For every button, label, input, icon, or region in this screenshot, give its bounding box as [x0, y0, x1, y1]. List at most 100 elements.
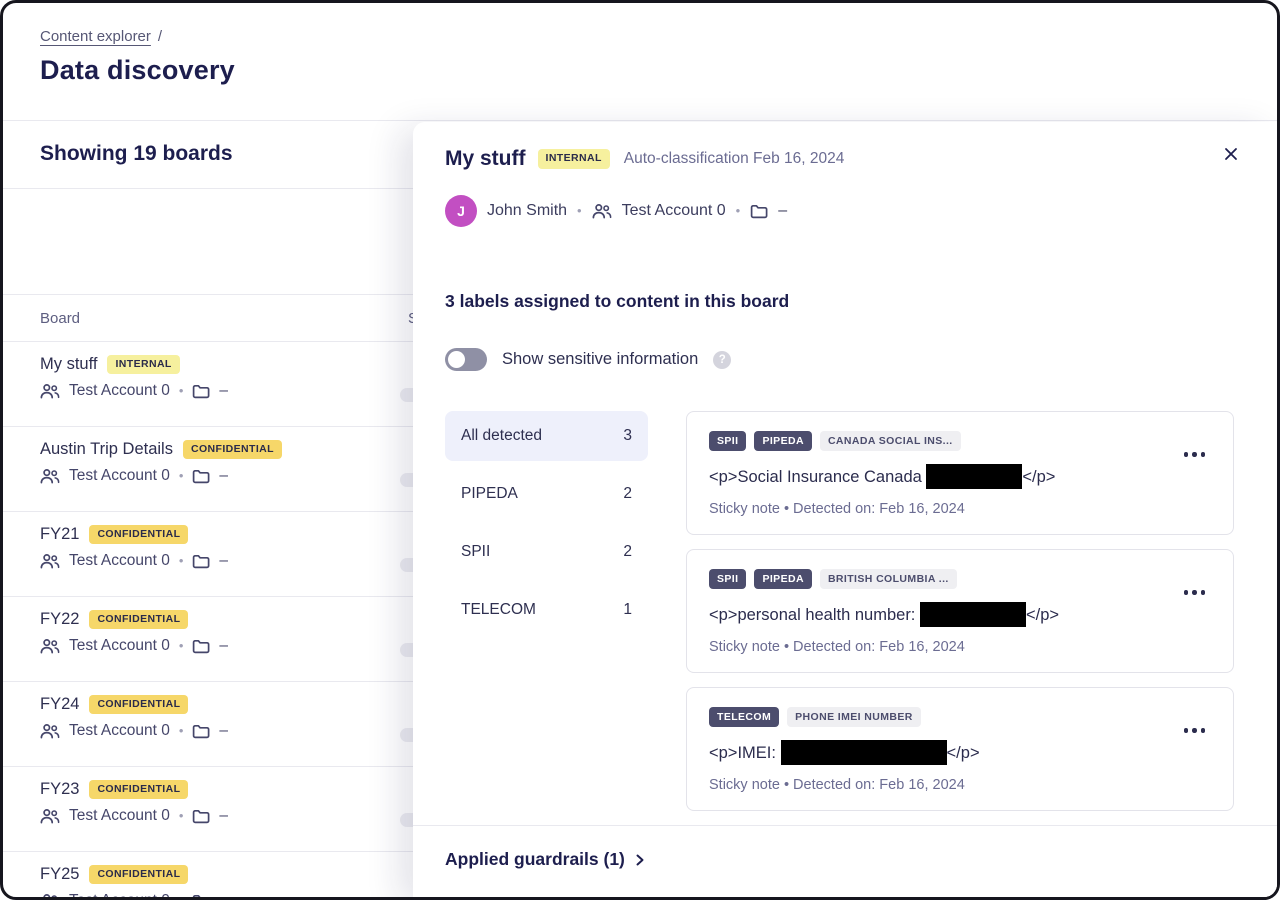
card-menu-button[interactable]: [1180, 724, 1210, 737]
card-menu-button[interactable]: [1180, 586, 1210, 599]
show-sensitive-toggle[interactable]: [445, 348, 487, 371]
toggle-knob: [448, 351, 465, 368]
board-name: FY22: [40, 610, 80, 629]
classification-badge: CONFIDENTIAL: [89, 525, 189, 545]
board-row-fy25[interactable]: FY25 CONFIDENTIAL Test Account 0 –: [3, 852, 1277, 900]
redacted-value: [780, 740, 947, 766]
category-all-detected[interactable]: All detected 3: [445, 411, 648, 461]
detection-meta: Sticky note • Detected on: Feb 16, 2024: [709, 501, 965, 518]
content-text: </p>: [1025, 606, 1060, 625]
category-pipeda[interactable]: PIPEDA 2: [445, 469, 648, 519]
board-name: My stuff: [40, 355, 98, 374]
board-owner: Test Account 0: [69, 637, 170, 655]
detection-cards: SPII PIPEDA CANADA SOCIAL INS... <p>Soci…: [686, 411, 1234, 811]
category-telecom[interactable]: TELECOM 1: [445, 585, 648, 635]
column-header-board[interactable]: Board: [40, 309, 81, 327]
board-owner: Test Account 0: [69, 552, 170, 570]
board-name: Austin Trip Details: [40, 440, 173, 459]
folder-icon: [192, 809, 210, 824]
folder-icon: [192, 639, 210, 654]
dot-separator: [179, 722, 184, 740]
folder-icon: [192, 724, 210, 739]
classification-badge: CONFIDENTIAL: [182, 440, 282, 460]
detection-card: TELECOM PHONE IMEI NUMBER <p>IMEI: </p> …: [686, 687, 1234, 811]
detection-meta: Sticky note • Detected on: Feb 16, 2024: [709, 777, 965, 794]
board-folder-value: –: [219, 637, 228, 655]
classification-badge: INTERNAL: [107, 355, 180, 375]
board-owner-row: J John Smith Test Account 0 –: [445, 195, 1245, 227]
avatar: J: [445, 195, 477, 227]
category-count: 2: [623, 543, 632, 560]
help-icon[interactable]: [713, 350, 732, 369]
board-owner: Test Account 0: [69, 892, 170, 897]
folder-icon: [750, 204, 768, 219]
board-owner: Test Account 0: [69, 467, 170, 485]
board-detail-panel: My stuff INTERNAL Auto-classification Fe…: [413, 122, 1277, 897]
folder-icon: [192, 894, 210, 900]
detections-area: All detected 3 PIPEDA 2 SPII 2 TELECOM 1: [445, 411, 1234, 811]
dot-separator: [179, 807, 184, 825]
category-label: TELECOM: [461, 601, 536, 618]
dot-separator: [179, 892, 184, 897]
breadcrumb: Content explorer /: [40, 28, 1277, 46]
people-icon: [592, 203, 612, 219]
auto-classification-date: Auto-classification Feb 16, 2024: [623, 150, 845, 167]
board-name: FY23: [40, 780, 80, 799]
label-tag: TELECOM: [709, 707, 780, 728]
category-count: 2: [623, 485, 632, 502]
hidden-column-fragment: [400, 813, 416, 827]
chevron-right-icon: [636, 854, 644, 866]
applied-guardrails-label: Applied guardrails (1): [445, 849, 625, 869]
people-icon: [40, 468, 60, 484]
dot-separator: [736, 202, 741, 220]
board-folder-value: –: [219, 722, 228, 740]
dot-separator: [179, 467, 184, 485]
category-spii[interactable]: SPII 2: [445, 527, 648, 577]
board-folder-value: –: [219, 807, 228, 825]
board-name: FY24: [40, 695, 80, 714]
detection-card: SPII PIPEDA CANADA SOCIAL INS... <p>Soci…: [686, 411, 1234, 535]
classification-badge: CONFIDENTIAL: [89, 865, 189, 885]
board-folder-value: –: [219, 552, 228, 570]
owner-account: Test Account 0: [621, 202, 726, 219]
dot-separator: [179, 382, 184, 400]
sensitive-info-toggle-row: Show sensitive information: [445, 348, 1245, 371]
label-tag: SPII: [709, 431, 747, 452]
labels-heading: 3 labels assigned to content in this boa…: [445, 291, 790, 311]
detection-categories: All detected 3 PIPEDA 2 SPII 2 TELECOM 1: [445, 411, 648, 811]
category-count: 1: [623, 601, 632, 618]
detected-content: <p>personal health number: </p>: [709, 602, 1211, 628]
breadcrumb-separator: /: [157, 28, 163, 45]
hidden-column-fragment: [400, 728, 416, 742]
people-icon: [40, 723, 60, 739]
applied-guardrails-link[interactable]: Applied guardrails (1): [413, 825, 1277, 897]
owner-folder-value: –: [778, 202, 788, 219]
folder-icon: [192, 469, 210, 484]
people-icon: [40, 638, 60, 654]
board-name: FY25: [40, 865, 80, 884]
people-icon: [40, 893, 60, 900]
content-text: </p>: [1022, 468, 1056, 487]
people-icon: [40, 553, 60, 569]
breadcrumb-link-content-explorer[interactable]: Content explorer: [40, 28, 151, 45]
label-tag: PIPEDA: [754, 431, 812, 452]
hidden-column-fragment: [400, 558, 416, 572]
close-panel-button[interactable]: [1217, 140, 1245, 168]
classification-badge: INTERNAL: [537, 149, 610, 169]
folder-icon: [192, 554, 210, 569]
label-tag: SPII: [709, 569, 747, 590]
card-menu-button[interactable]: [1180, 448, 1210, 461]
board-folder-value: –: [219, 892, 228, 897]
category-count: 3: [623, 427, 632, 444]
detection-type-tag: CANADA SOCIAL INS...: [819, 431, 961, 452]
classification-badge: CONFIDENTIAL: [89, 610, 189, 630]
people-icon: [40, 808, 60, 824]
hidden-column-fragment: [400, 643, 416, 657]
detection-type-tag: PHONE IMEI NUMBER: [787, 707, 921, 728]
detail-board-title: My stuff: [445, 147, 526, 170]
board-folder-value: –: [219, 382, 228, 400]
page-title: Data discovery: [40, 55, 235, 85]
board-row-fy22[interactable]: FY22 CONFIDENTIAL Test Account 0 –: [3, 597, 1277, 682]
people-icon: [40, 383, 60, 399]
